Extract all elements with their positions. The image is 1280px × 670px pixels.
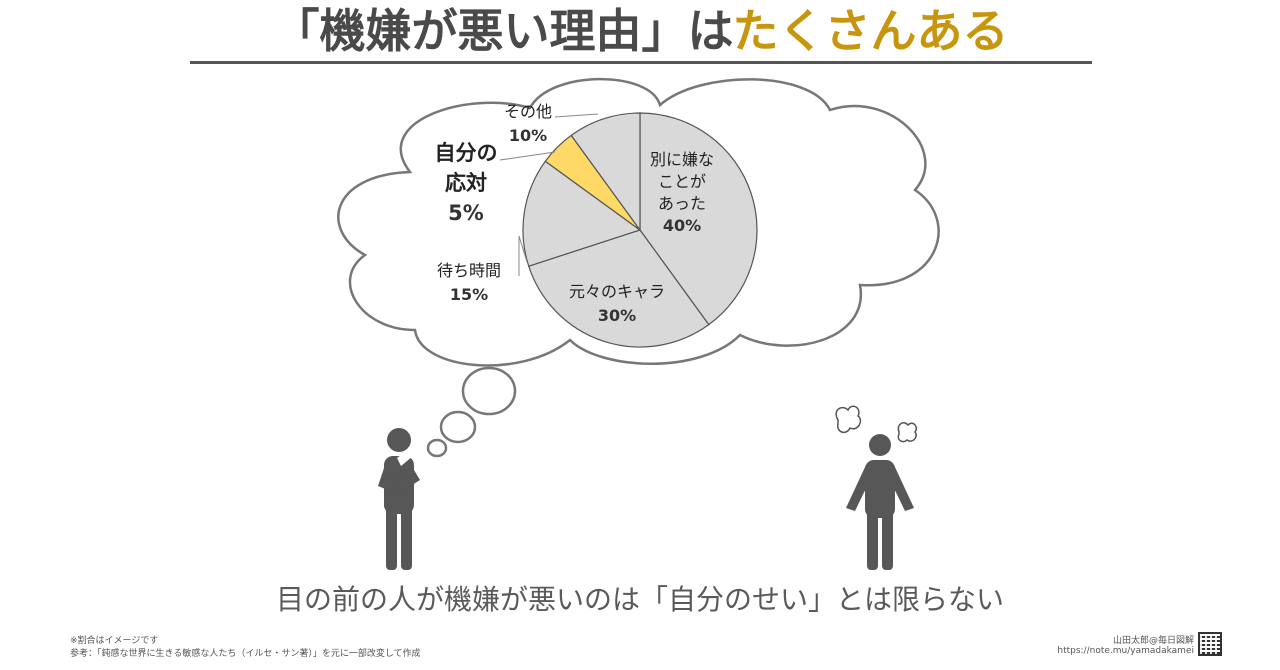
footer-author: 山田太郎@毎日図解 — [1112, 636, 1194, 646]
caption: 目の前の人が機嫌が悪いのは「自分のせい」とは限らない — [275, 583, 1004, 616]
title-accent: たくさんある — [732, 4, 1009, 58]
slice-value-3: 5% — [448, 201, 484, 225]
steam-puff-icon — [835, 405, 918, 443]
pie-slice-2 — [522, 160, 642, 267]
slice-value-4: 10% — [509, 126, 547, 145]
pie-chart — [522, 112, 758, 348]
leader-line-3 — [499, 151, 556, 161]
slice-label-0-1: ことが — [658, 172, 706, 191]
slice-label-3-1: 応対 — [445, 171, 487, 195]
slice-value-2: 15% — [450, 285, 488, 304]
title-main: 「機嫌が悪い理由」は — [273, 4, 733, 58]
slice-label-3-0: 自分の — [435, 141, 498, 165]
slice-label-4-0: その他 — [504, 102, 552, 121]
pie-slice-4 — [570, 112, 641, 232]
pie-slice-1 — [527, 229, 710, 348]
footer-url[interactable]: https://note.mu/yamadakamei — [1057, 646, 1194, 656]
page-title: 「機嫌が悪い理由」はたくさんある — [190, 2, 1092, 64]
qr-code-icon[interactable] — [1198, 632, 1222, 656]
thinking-person-icon — [378, 428, 420, 570]
slice-label-2-0: 待ち時間 — [437, 261, 501, 280]
slice-value-1: 30% — [598, 306, 636, 325]
slice-label-0-0: 別に嫌な — [650, 150, 714, 169]
slice-value-0: 40% — [663, 216, 701, 235]
footer-note: ※割合はイメージです — [70, 636, 159, 646]
slice-label-0-2: あった — [658, 194, 706, 213]
footer-reference: 参考：「鈍感な世界に生きる敏感な人たち（イルセ・サン著）」を元に一部改変して作成 — [70, 649, 421, 659]
leader-line-2 — [518, 235, 528, 276]
pie-slice-0 — [639, 112, 758, 326]
slice-label-1-0: 元々のキャラ — [569, 282, 665, 301]
angry-person-icon — [846, 434, 914, 570]
leader-line-4 — [554, 113, 599, 118]
